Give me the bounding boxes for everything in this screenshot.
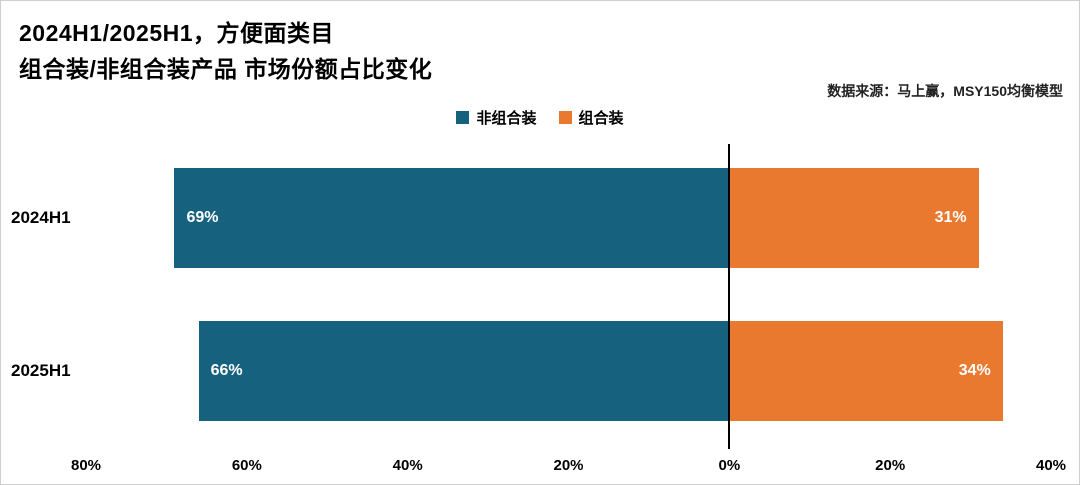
x-axis-tick: 40% (1035, 457, 1067, 474)
bar-value-label-combo-2024h1: 31% (934, 209, 967, 226)
legend-label-non-combo: 非组合装 (476, 110, 537, 127)
zero-axis-line (728, 144, 731, 449)
chart-title: 2024H1/2025H1，方便面类目 组合装/非组合装产品 市场份额占比变化 (19, 15, 432, 87)
bar-row-2024h1: 69% 31% (86, 168, 1051, 268)
legend-item-combo: 组合装 (558, 107, 624, 128)
bar-value-label-combo-2025h1: 34% (958, 362, 991, 379)
x-axis-tick: 40% (392, 457, 423, 474)
legend-swatch-non-combo-icon (456, 111, 470, 124)
x-axis-tick: 20% (553, 457, 584, 474)
legend-label-combo: 组合装 (578, 110, 624, 127)
category-label-2025h1: 2025H1 (11, 361, 71, 380)
x-axis-tick: 60% (231, 457, 262, 474)
legend: 非组合装 组合装 (1, 107, 1079, 128)
bar-row-2025h1: 66% 34% (86, 321, 1051, 421)
x-axis-tick: 80% (70, 457, 102, 474)
category-label-2024h1: 2024H1 (11, 208, 71, 227)
bar-combo-2024h1: 31% (729, 168, 979, 268)
bar-combo-2025h1: 34% (729, 321, 1003, 421)
legend-item-non-combo: 非组合装 (456, 107, 537, 128)
data-source-note: 数据来源：马上赢，MSY150均衡模型 (827, 83, 1063, 99)
bar-value-label-non-combo-2025h1: 66% (210, 362, 243, 379)
legend-swatch-combo-icon (558, 111, 572, 124)
bar-non-combo-2025h1: 66% (198, 321, 730, 421)
x-axis: 80% 60% 40% 20% 0% 20% 40% (71, 457, 1066, 479)
x-axis-tick: 20% (875, 457, 906, 474)
plot-area: 69% 31% 66% 34% (86, 144, 1051, 449)
x-axis-tick: 0% (718, 457, 741, 474)
chart-title-line2: 组合装/非组合装产品 市场份额占比变化 (19, 56, 433, 82)
bar-non-combo-2024h1: 69% (174, 168, 730, 268)
chart-title-line1: 2024H1/2025H1，方便面类目 (19, 20, 335, 46)
bar-value-label-non-combo-2024h1: 69% (186, 209, 219, 226)
